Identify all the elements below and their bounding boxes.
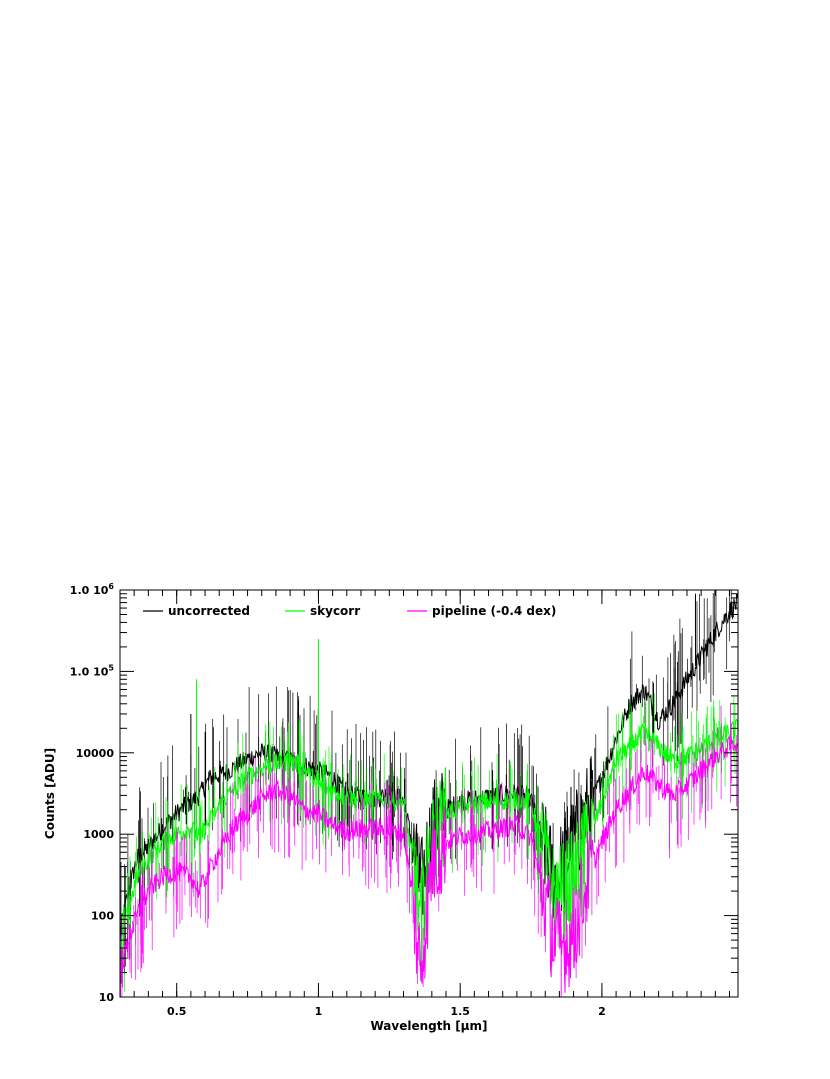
y-tick-label-0: 10: [99, 991, 115, 1004]
y-tick-exponent: 6: [108, 582, 114, 591]
plot-frame: [119, 589, 739, 998]
y-tick-label-4: 1.0 105: [70, 663, 115, 678]
x-tick-label-3: 2: [598, 1005, 606, 1018]
legend: uncorrected skycorr pipeline (-0.4 dex): [143, 604, 556, 618]
series-line-1: [120, 718, 738, 952]
series-spikes-1: [121, 693, 738, 992]
y-tick-label-2: 1000: [83, 828, 114, 841]
x-axis-label: Wavelength [μm]: [370, 1019, 487, 1033]
y-tick-label-1: 100: [91, 910, 114, 923]
legend-label-0: uncorrected: [168, 604, 250, 618]
x-tick-label-2: 1.5: [450, 1005, 470, 1018]
y-tick-label-5: 1.0 106: [70, 582, 115, 597]
x-tick-label-0: 0.5: [167, 1005, 187, 1018]
legend-label-2: pipeline (-0.4 dex): [432, 604, 556, 618]
series-spikes-2: [120, 702, 738, 997]
x-tick-label-1: 1: [315, 1005, 323, 1018]
series-line-2: [120, 735, 738, 993]
y-tick-label-3: 10000: [76, 747, 115, 760]
legend-label-1: skycorr: [310, 604, 360, 618]
ticks-layer: 0.5 1 1.5 2 10 100 1000 10000 1.0 105 1.0 106: [70, 582, 738, 1018]
y-axis-label: Counts [ADU]: [43, 748, 57, 839]
y-tick-exponent: 5: [108, 663, 114, 672]
spectra-layer: [120, 590, 738, 997]
